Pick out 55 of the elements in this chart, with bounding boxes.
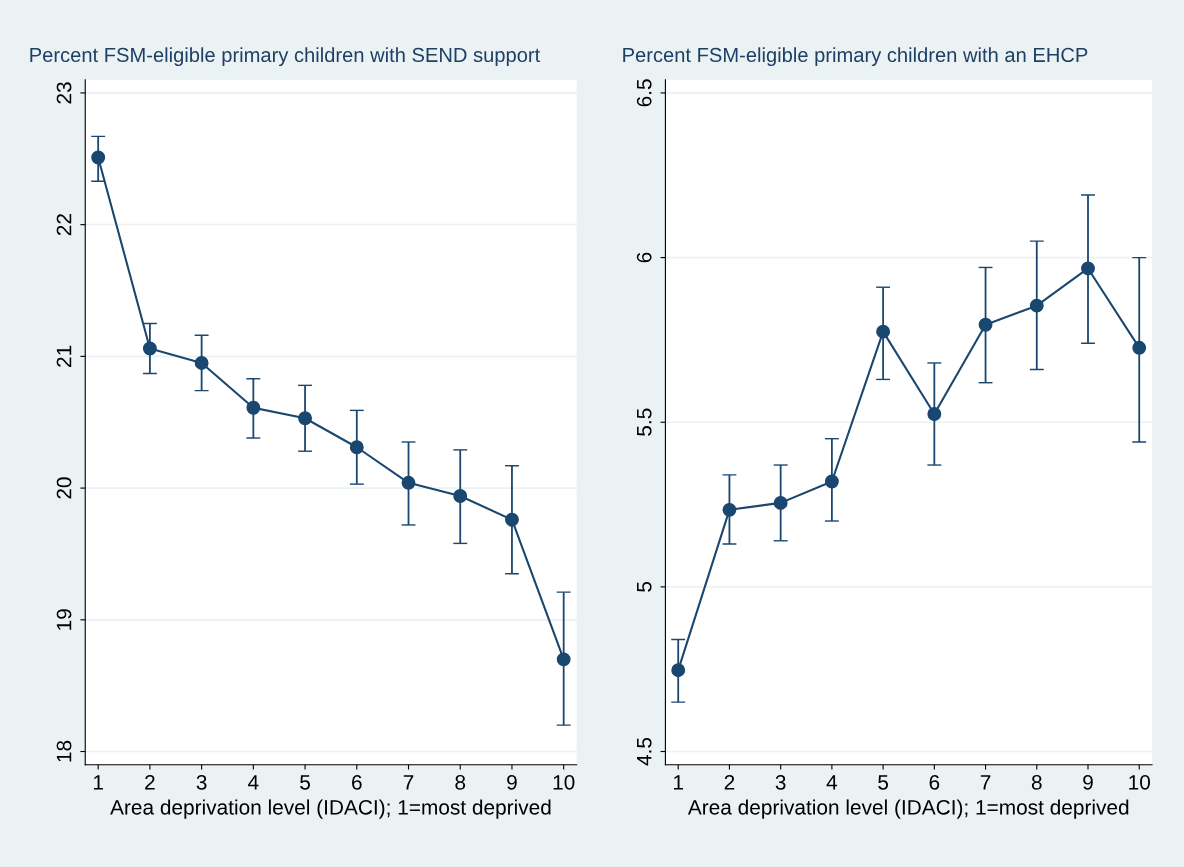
y-tick-label: 4.5 (637, 737, 652, 766)
y-tick-label: 21 (56, 345, 72, 367)
point (505, 512, 519, 527)
point (349, 440, 364, 455)
point (1081, 261, 1095, 276)
x-tick-label: 6 (929, 774, 940, 790)
point (978, 317, 993, 332)
point (556, 652, 571, 667)
point (824, 474, 839, 489)
x-tick-label: 1 (674, 775, 683, 790)
chart-title: Percent FSM-eligible primary children with an EHCP (623, 47, 1088, 67)
x-tick-label: 4 (826, 775, 838, 790)
y-tick-label: 22 (56, 214, 72, 236)
x-tick-label: 5 (878, 775, 889, 790)
point (298, 411, 313, 426)
x-tick-label: 7 (980, 775, 991, 790)
y-tick-label: 19 (56, 609, 72, 630)
point (671, 663, 686, 678)
x-axis-title: Area deprivation level (IDACI); 1=most deprived (110, 799, 551, 819)
point (927, 407, 942, 421)
y-tick-label: 18 (56, 740, 72, 762)
point (1132, 340, 1147, 355)
point (773, 495, 788, 510)
point (246, 400, 261, 415)
point (91, 150, 106, 165)
x-tick-label: 5 (300, 775, 310, 790)
y-tick-label: 6.5 (636, 79, 652, 107)
point (453, 489, 468, 503)
point (1029, 298, 1044, 313)
x-tick-label: 6 (352, 774, 362, 790)
point (876, 324, 891, 339)
x-tick-label: 10 (553, 774, 575, 790)
x-tick-label: 3 (196, 774, 207, 790)
y-tick-label: 5.5 (637, 408, 652, 436)
chart-title: Percent FSM-eligible primary children with SEND support (30, 47, 541, 67)
x-tick-label: 2 (145, 774, 155, 790)
x-tick-label: 4 (248, 775, 259, 790)
x-tick-label: 9 (1083, 774, 1093, 790)
x-tick-label: 2 (724, 774, 735, 790)
y-tick-label: 5 (637, 581, 652, 592)
y-tick-label: 23 (56, 82, 72, 104)
x-tick-label: 3 (775, 774, 786, 790)
x-tick-label: 8 (1031, 774, 1042, 790)
y-tick-label: 6 (636, 252, 652, 263)
point (722, 502, 737, 517)
x-tick-label: 10 (1129, 774, 1150, 790)
point (194, 356, 209, 370)
x-tick-label: 8 (455, 774, 466, 790)
x-tick-label: 9 (507, 774, 517, 790)
x-tick-label: 1 (93, 775, 103, 790)
point (142, 341, 157, 356)
y-tick-label: 20 (56, 477, 72, 499)
point (401, 475, 416, 490)
x-axis-title: Area deprivation level (IDACI); 1=most deprived (687, 799, 1129, 819)
x-tick-label: 7 (403, 775, 414, 790)
